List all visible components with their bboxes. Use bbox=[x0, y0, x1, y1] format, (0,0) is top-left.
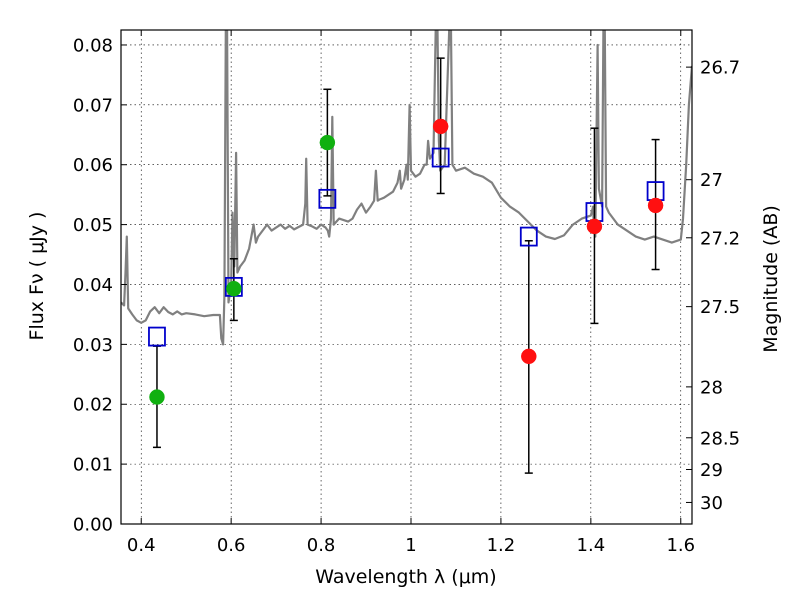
y-tick-label: 0.01 bbox=[73, 455, 113, 476]
y-tick-label: 0.07 bbox=[73, 95, 113, 116]
model-square bbox=[519, 226, 538, 247]
y2-tick-label: 27.5 bbox=[700, 297, 740, 318]
y2-tick-label: 28 bbox=[700, 377, 723, 398]
data-point bbox=[432, 118, 449, 135]
y-tick-label: 0.03 bbox=[73, 335, 113, 356]
x-axis: 0.4 0.6 0.8 1 1.2 1.4 1.6 bbox=[127, 30, 695, 556]
model-square bbox=[318, 188, 337, 209]
y2-tick-label: 30 bbox=[700, 493, 723, 514]
x-axis-title: Wavelength λ (μm) bbox=[315, 566, 496, 588]
x-tick-label: 1.2 bbox=[487, 535, 516, 556]
x-tick-label: 0.8 bbox=[307, 535, 336, 556]
y2-tick-label: 29 bbox=[700, 460, 723, 481]
plot-area bbox=[121, 30, 692, 474]
x-tick-label: 1 bbox=[405, 535, 416, 556]
y-tick-label: 0.04 bbox=[73, 275, 113, 296]
x-tick-label: 0.4 bbox=[127, 535, 156, 556]
y-tick-label: 0.00 bbox=[73, 515, 113, 536]
y-axis-right: 26.7 27 27.2 27.5 28 28.5 29 30 bbox=[686, 58, 740, 514]
model-square bbox=[148, 326, 166, 347]
y2-tick-label: 26.7 bbox=[700, 58, 740, 79]
y-tick-label: 0.06 bbox=[73, 155, 113, 176]
plot-frame bbox=[120, 29, 693, 525]
data-point bbox=[521, 348, 537, 365]
data-point bbox=[319, 134, 336, 151]
y-tick-label: 0.05 bbox=[73, 215, 113, 236]
y2-axis-title: Magnitude (AB) bbox=[760, 205, 782, 353]
model-square bbox=[431, 147, 450, 168]
y2-tick-label: 27 bbox=[700, 170, 723, 191]
data-point bbox=[149, 389, 165, 405]
data-point bbox=[226, 280, 242, 297]
data-point bbox=[586, 218, 603, 235]
y-axis-left: 0.00 0.01 0.02 0.03 0.04 0.05 0.06 0.07 0.08 bbox=[73, 35, 127, 536]
y-tick-label: 0.08 bbox=[73, 35, 113, 56]
y-axis-title: Flux Fν ( μJy ) bbox=[26, 212, 48, 341]
y2-tick-label: 28.5 bbox=[700, 428, 740, 449]
x-tick-label: 0.6 bbox=[217, 535, 246, 556]
data-point bbox=[647, 197, 664, 214]
x-tick-label: 1.6 bbox=[666, 535, 695, 556]
y2-tick-label: 27.2 bbox=[700, 228, 740, 249]
y-tick-label: 0.02 bbox=[73, 395, 113, 416]
x-tick-label: 1.4 bbox=[577, 535, 606, 556]
